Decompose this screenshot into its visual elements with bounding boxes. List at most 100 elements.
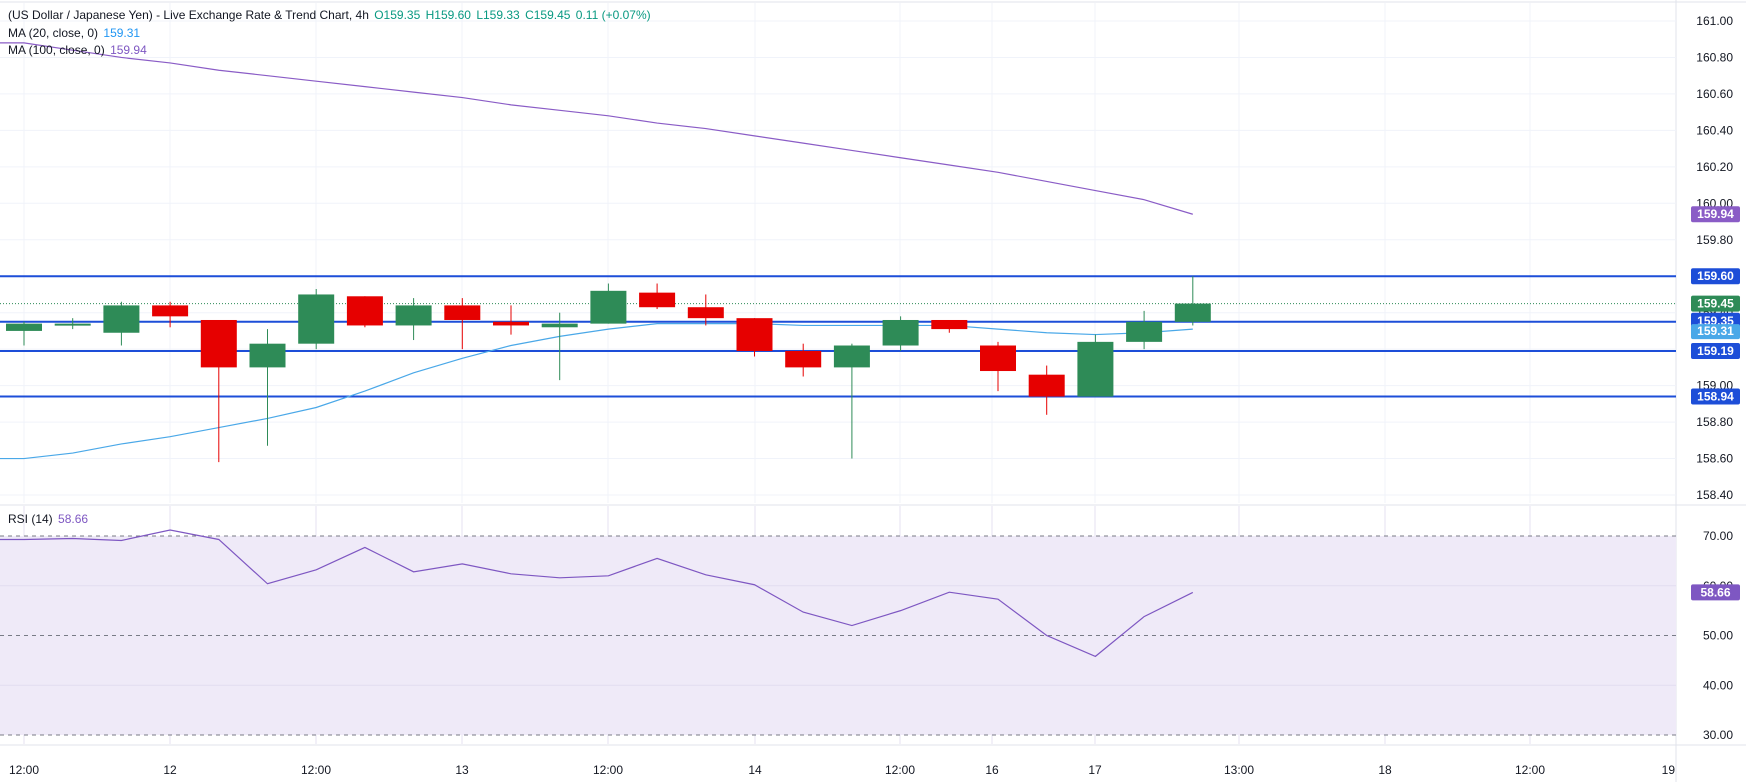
level-tag: 159.60: [1691, 268, 1740, 285]
candle: [639, 283, 676, 310]
candle: [590, 283, 627, 324]
price-tick-label: 158.40: [1696, 488, 1733, 502]
last-price-tag: 159.45: [1691, 295, 1740, 312]
level-tag-bg: [1691, 388, 1740, 405]
ma100-legend[interactable]: MA (100, close, 0) 159.94: [8, 43, 149, 57]
time-tick-label: 18: [1378, 763, 1392, 777]
time-tick-label: 16: [985, 763, 999, 777]
ma100-tag-bg: [1691, 206, 1740, 223]
candle-body: [1174, 303, 1211, 322]
candle: [444, 298, 481, 350]
candle: [1028, 365, 1065, 415]
last-price-tag-bg: [1691, 295, 1740, 312]
candle-body: [103, 305, 140, 333]
candle-body: [687, 307, 724, 319]
rsi-tick-label: 70.00: [1703, 529, 1733, 543]
candle: [1174, 276, 1211, 326]
chart-header-legend: (US Dollar / Japanese Yen) - Live Exchan…: [8, 8, 653, 22]
time-tick-label: 12: [163, 763, 177, 777]
candle-body: [54, 323, 91, 326]
candles-group: [6, 276, 1211, 463]
rsi-value: 58.66: [58, 512, 89, 526]
close-value: C159.45: [525, 8, 571, 22]
ma100-value: 159.94: [110, 43, 147, 57]
ma100-label: MA (100, close, 0): [8, 43, 105, 57]
rsi-value-tag: 58.66: [1691, 584, 1740, 601]
candle-body: [249, 343, 286, 368]
candle: [1077, 334, 1114, 397]
time-tick-label: 12:00: [1515, 763, 1545, 777]
rsi-value-tag-bg: [1691, 584, 1740, 601]
ma20-tag-text: 159.31: [1697, 324, 1734, 338]
rsi-band: [0, 536, 1676, 735]
candle: [882, 316, 919, 351]
candle-body: [1077, 341, 1114, 397]
candle: [395, 298, 432, 341]
candle: [6, 321, 42, 346]
candle-body: [493, 321, 529, 326]
ma20-legend[interactable]: MA (20, close, 0) 159.31: [8, 26, 142, 40]
ma20-line: [0, 323, 1193, 460]
time-tick-label: 14: [748, 763, 762, 777]
candle-body: [1126, 321, 1163, 342]
level-tag-bg: [1691, 342, 1740, 359]
candle-body: [200, 319, 237, 368]
change-value: 0.11 (+0.07%): [575, 8, 651, 22]
candle-body: [6, 323, 42, 331]
candle: [346, 296, 383, 328]
level-tag: 158.94: [1691, 388, 1740, 405]
candle: [785, 343, 822, 377]
ma20-tag-bg: [1691, 324, 1740, 340]
candle-body: [639, 292, 676, 308]
price-tick-label: 161.00: [1696, 14, 1733, 28]
candle: [687, 294, 724, 326]
symbol-title: (US Dollar / Japanese Yen) - Live Exchan…: [8, 8, 369, 22]
price-grid: [0, 20, 1676, 496]
candle-body: [882, 319, 919, 346]
price-tick-label: 159.80: [1696, 233, 1733, 247]
candle: [298, 288, 335, 350]
low-value: L159.33: [476, 8, 520, 22]
time-tick-label: 13: [455, 763, 469, 777]
price-tick-label: 160.20: [1696, 160, 1733, 174]
level-tag-text: 159.19: [1697, 344, 1734, 358]
ma20-label: MA (20, close, 0): [8, 26, 99, 40]
price-tick-label: 158.80: [1696, 415, 1733, 429]
candle-body: [590, 290, 627, 324]
candle: [103, 301, 140, 346]
open-value: O159.35: [374, 8, 421, 22]
candle: [54, 318, 91, 330]
ma100-tag: 159.94: [1691, 206, 1740, 223]
candle: [1126, 310, 1163, 350]
time-tick-label: 13:00: [1224, 763, 1254, 777]
rsi-tick-label: 40.00: [1703, 678, 1733, 692]
time-tick-label: 12:00: [593, 763, 623, 777]
time-tick-label: 12:00: [9, 763, 39, 777]
candle: [200, 319, 237, 463]
time-tick-label: 19: [1662, 763, 1676, 777]
candle: [152, 301, 189, 328]
rsi-legend[interactable]: RSI (14) 58.66: [8, 512, 90, 526]
rsi-line: [0, 529, 1194, 658]
ma100-line: [0, 42, 1193, 215]
candle-body: [395, 305, 432, 326]
candle-body: [444, 305, 481, 320]
candle: [736, 318, 773, 357]
candle-body: [931, 319, 968, 330]
candle-body: [785, 350, 822, 368]
candle-body: [298, 294, 335, 344]
level-tag-bg: [1691, 268, 1740, 285]
price-tick-label: 160.40: [1696, 123, 1733, 137]
ma100-tag-text: 159.94: [1697, 207, 1734, 221]
ma20-tag: 159.31: [1691, 324, 1740, 340]
candle: [493, 305, 529, 335]
level-tag-text: 158.94: [1697, 390, 1734, 404]
ma20-value: 159.31: [103, 26, 141, 40]
time-tick-label: 12:00: [301, 763, 331, 777]
candle: [249, 329, 286, 446]
high-value: H159.60: [425, 8, 471, 22]
candle-body: [736, 318, 773, 351]
price-tick-label: 160.80: [1696, 50, 1733, 64]
rsi-value-tag-text: 58.66: [1700, 585, 1730, 599]
